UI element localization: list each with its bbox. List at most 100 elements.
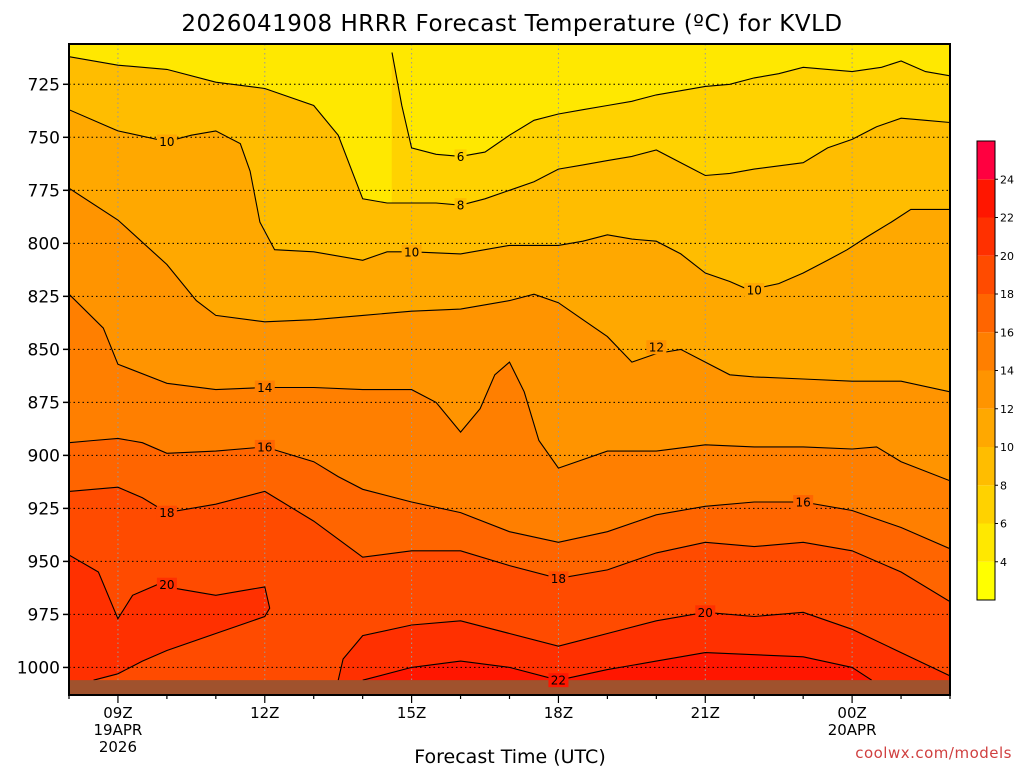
contour-label-bg: [454, 149, 467, 164]
colorbar-label: 16: [1000, 326, 1014, 339]
colorbar-label: 8: [1000, 479, 1007, 492]
colorbar-label: 12: [1000, 403, 1014, 416]
colorbar: 4 6 8 10 12 14 16 18 20 22 24: [976, 140, 1014, 601]
contour-label-bg: [156, 134, 177, 149]
temperature-bands: [69, 44, 950, 695]
colorbar-swatch: [977, 561, 995, 600]
contour-20: [337, 611, 950, 681]
x-tick-label: 19APR: [94, 721, 143, 739]
contour-label-bg: [156, 505, 177, 520]
contour-label-bg: [646, 340, 667, 355]
contour-label-20: 20: [695, 605, 716, 620]
x-axis-title: Forecast Time (UTC): [414, 746, 605, 768]
contour-label-text: 10: [404, 245, 419, 259]
contour-label-bg: [454, 198, 467, 213]
contour-label-bg: [401, 244, 422, 259]
colorbar-label: 18: [1000, 288, 1014, 301]
colorbar-label: 10: [1000, 441, 1014, 454]
contour-label-8: 8: [454, 198, 467, 213]
colorbar-swatch: [977, 523, 995, 562]
contour-label-6: 6: [454, 149, 467, 164]
contour-labels: 6 8 10 10 10 12 14 16 16 18 18 20 20 22: [156, 134, 814, 688]
x-tick-label: 00Z: [837, 704, 866, 722]
colorbar-swatch: [977, 255, 995, 294]
x-tick-label: 18Z: [544, 704, 573, 722]
contour-22: [558, 652, 873, 681]
ground-surface: [69, 680, 950, 695]
y-tick-label: 900: [28, 446, 60, 466]
contour-16: [69, 437, 950, 550]
colorbar-label: 4: [1000, 556, 1007, 569]
colorbar-label: 6: [1000, 518, 1007, 531]
colorbar-swatch: [977, 217, 995, 256]
y-axis: 725 750 775 800 825 850 875 900 925 950 975 1000: [17, 75, 69, 678]
contour-label-bg: [695, 605, 716, 620]
contour-label-text: 6: [457, 150, 465, 164]
contour-18: [69, 486, 950, 603]
contour-label-22: 22: [548, 673, 569, 688]
colorbar-swatch: [977, 447, 995, 486]
colorbar-swatch: [977, 332, 995, 371]
contour-label-16: 16: [793, 495, 814, 510]
contour-label-14: 14: [254, 380, 275, 395]
y-tick-label: 1000: [17, 658, 60, 678]
contour-label-text: 22: [551, 674, 566, 688]
x-tick-label: 2026: [99, 738, 137, 756]
y-tick-label: 825: [28, 287, 60, 307]
colorbar-swatch: [977, 408, 995, 447]
contour-label-text: 18: [159, 506, 174, 520]
contour-label-text: 10: [747, 283, 762, 297]
chart-title: 2026041908 HRRR Forecast Temperature (ºC…: [181, 11, 842, 37]
contour-label-text: 14: [257, 381, 272, 395]
x-tick-label: 12Z: [250, 704, 279, 722]
contour-label-bg: [548, 571, 569, 586]
contour-label-text: 18: [551, 572, 566, 586]
colorbar-swatch: [977, 141, 995, 180]
y-tick-label: 875: [28, 393, 60, 413]
y-tick-label: 750: [28, 128, 60, 148]
contour-label-text: 20: [159, 578, 174, 592]
contour-label-bg: [744, 282, 765, 297]
contour-label-text: 20: [698, 606, 713, 620]
contour-label-18: 18: [156, 505, 177, 520]
colorbar-swatch: [977, 294, 995, 333]
contour-label-text: 16: [796, 496, 811, 510]
contour-label-text: 16: [257, 440, 272, 454]
contour-10: [69, 109, 950, 291]
contour-8: [69, 56, 950, 206]
colorbar-label: 20: [1000, 250, 1014, 263]
contour-label-10: 10: [744, 282, 765, 297]
contour-label-text: 10: [159, 135, 174, 149]
contour-label-text: 12: [649, 341, 664, 355]
y-tick-label: 850: [28, 340, 60, 360]
contour-label-bg: [793, 495, 814, 510]
colorbar-label: 22: [1000, 212, 1014, 225]
contour-label-10: 10: [156, 134, 177, 149]
plot-area: 6 8 10 10 10 12 14 16 16 18 18 20 20 22: [69, 44, 950, 695]
x-tick-label: 15Z: [397, 704, 426, 722]
contour-lines: [69, 52, 950, 681]
credit-link[interactable]: coolwx.com/models: [855, 744, 1012, 762]
colorbar-swatch: [977, 485, 995, 524]
contour-label-bg: [548, 673, 569, 688]
contour-label-bg: [156, 577, 177, 592]
contour-label-bg: [254, 380, 275, 395]
y-tick-label: 775: [28, 181, 60, 201]
contour-label-bg: [254, 439, 275, 454]
y-tick-label: 725: [28, 75, 60, 95]
colorbar-label: 14: [1000, 365, 1014, 378]
x-tick-label: 09Z: [103, 704, 132, 722]
y-tick-label: 950: [28, 552, 60, 572]
colorbar-swatch: [977, 179, 995, 218]
x-tick-label: 21Z: [691, 704, 720, 722]
colorbar-swatch: [977, 370, 995, 409]
x-tick-label: 20APR: [828, 721, 877, 739]
contour-14: [69, 293, 950, 482]
contour-label-16: 16: [254, 439, 275, 454]
contour-label-18: 18: [548, 571, 569, 586]
y-tick-label: 975: [28, 605, 60, 625]
contour-label-20: 20: [156, 577, 177, 592]
contour-label-12: 12: [646, 340, 667, 355]
